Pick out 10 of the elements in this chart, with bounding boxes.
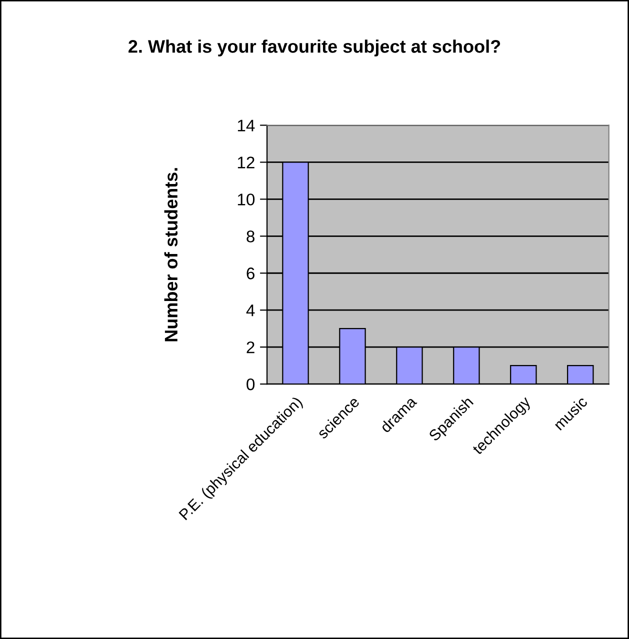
y-tick-label: 12	[238, 156, 254, 168]
y-tick-label: 14	[238, 120, 255, 132]
y-tick-label: 8	[246, 230, 254, 242]
chart-title: 2. What is your favourite subject at school?	[128, 40, 500, 56]
y-tick-label: 4	[246, 304, 255, 316]
y-axis-title: Number of students.	[164, 168, 178, 342]
y-tick-label: 0	[246, 378, 255, 390]
y-tick-label: 10	[238, 194, 255, 206]
y-tick-label: 2	[246, 341, 254, 354]
y-tick-label: 6	[246, 268, 254, 280]
